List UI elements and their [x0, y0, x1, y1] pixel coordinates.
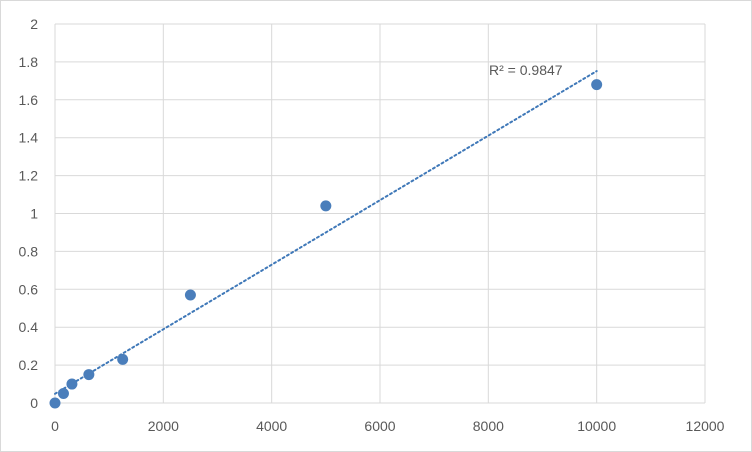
x-axis-ticks: 0 2000 4000 6000 8000 10000 12000 [51, 418, 725, 434]
data-point [83, 369, 95, 381]
y-axis-ticks: 0 0.2 0.4 0.6 0.8 1 1.2 1.4 1.6 1.8 2 [19, 16, 39, 411]
data-point [320, 200, 332, 212]
x-tick-label: 10000 [577, 418, 616, 434]
x-tick-label: 6000 [364, 418, 395, 434]
data-points [49, 79, 603, 409]
y-tick-label: 2 [30, 16, 38, 32]
trendline [54, 70, 598, 395]
data-point [49, 397, 61, 409]
y-tick-label: 1 [30, 206, 38, 222]
x-tick-label: 2000 [148, 418, 179, 434]
y-tick-label: 0 [30, 395, 38, 411]
y-tick-label: 1.6 [19, 92, 39, 108]
x-tick-label: 0 [51, 418, 59, 434]
data-point [57, 388, 69, 400]
x-tick-label: 4000 [256, 418, 287, 434]
data-point [66, 378, 78, 390]
y-tick-label: 1.8 [19, 54, 39, 70]
y-tick-label: 1.4 [19, 130, 39, 146]
y-tick-label: 0.4 [19, 319, 39, 335]
y-tick-label: 0.8 [19, 243, 39, 259]
r-squared-annotation: R² = 0.9847 [489, 62, 563, 78]
x-tick-label: 8000 [473, 418, 504, 434]
y-tick-label: 1.2 [19, 168, 39, 184]
data-point [184, 289, 196, 301]
y-tick-label: 0.2 [19, 357, 39, 373]
data-point [591, 79, 603, 91]
gridlines [54, 23, 706, 404]
data-point [117, 353, 129, 365]
x-tick-label: 12000 [686, 418, 725, 434]
y-tick-label: 0.6 [19, 281, 39, 297]
trendline-group [54, 70, 598, 395]
